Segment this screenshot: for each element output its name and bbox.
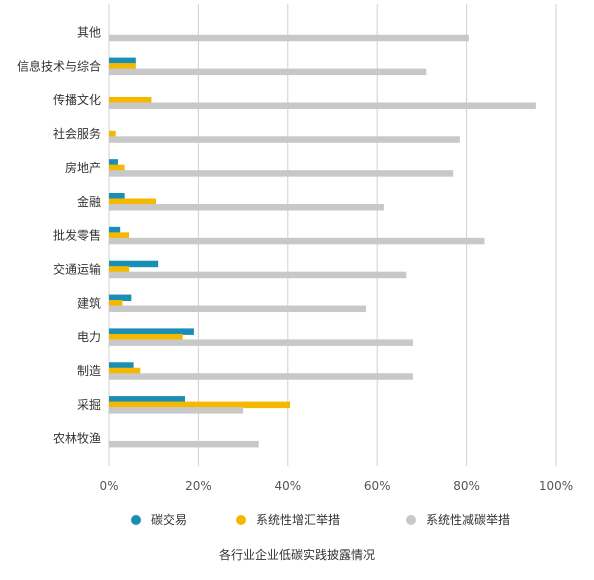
bar-3 <box>109 440 259 448</box>
bar-3 <box>109 271 407 279</box>
bar-3 <box>109 102 536 109</box>
category-label: 其他 <box>77 26 101 40</box>
category-label: 金融 <box>77 194 101 209</box>
x-tick-label: 40% <box>274 479 301 493</box>
category-label: 采掘 <box>77 397 101 412</box>
bar-1 <box>109 396 185 403</box>
bar-3 <box>109 68 427 76</box>
bar-2 <box>109 300 123 307</box>
bar-1 <box>109 193 125 200</box>
bar-3 <box>109 204 384 211</box>
bar-2 <box>109 333 183 341</box>
x-tick-label: 20% <box>185 479 212 493</box>
bar-3 <box>109 170 454 177</box>
legend-marker <box>406 515 416 525</box>
bar-1 <box>109 260 159 268</box>
bar-2 <box>109 401 291 409</box>
category-label: 批发零售 <box>53 228 101 243</box>
bar-2 <box>109 164 125 172</box>
bar-2 <box>109 198 156 205</box>
bar-2 <box>109 367 141 375</box>
x-tick-labels: 0% 20% 40% 60% 80% 100% <box>99 479 573 493</box>
bar-2 <box>109 96 152 104</box>
category-label: 电力 <box>77 330 101 344</box>
bar-3 <box>109 136 460 143</box>
bar-3 <box>109 373 413 380</box>
legend: 碳交易 系统性增汇举措 系统性减碳举措 <box>131 512 510 527</box>
chart-title: 各行业企业低碳实践披露情况 <box>219 547 375 562</box>
bar-2 <box>109 266 130 273</box>
bar-2 <box>109 232 130 239</box>
legend-label: 碳交易 <box>151 512 187 527</box>
category-label: 建筑 <box>77 295 101 310</box>
bar-1 <box>109 226 121 234</box>
legend-label: 系统性减碳举措 <box>426 513 510 527</box>
category-labels: 其他信息技术与综合传播文化社会服务房地产金融批发零售交通运输建筑电力制造采掘农林… <box>17 26 101 446</box>
legend-label: 系统性增汇举措 <box>256 513 340 527</box>
bar-3 <box>109 339 413 346</box>
bars <box>109 34 536 448</box>
bar-3 <box>109 237 485 245</box>
legend-marker <box>131 515 141 525</box>
category-label: 社会服务 <box>53 126 101 141</box>
bar-3 <box>109 34 469 42</box>
bar-1 <box>109 57 136 65</box>
bar-1 <box>109 328 194 335</box>
gridlines <box>108 4 557 466</box>
category-label: 房地产 <box>65 160 101 175</box>
x-tick-label: 80% <box>453 479 480 493</box>
x-tick-label: 0% <box>99 479 118 493</box>
x-tick-label: 60% <box>364 479 391 493</box>
bar-1 <box>109 159 118 166</box>
legend-marker <box>236 515 246 525</box>
bar-3 <box>109 305 367 313</box>
bar-2 <box>109 130 116 138</box>
category-label: 传播文化 <box>53 92 101 107</box>
category-label: 农林牧渔 <box>53 432 101 446</box>
x-tick-label: 100% <box>539 479 573 493</box>
bar-1 <box>109 294 132 302</box>
category-label: 制造 <box>77 364 101 378</box>
category-label: 信息技术与综合 <box>17 58 101 73</box>
bar-3 <box>109 407 244 414</box>
category-label: 交通运输 <box>53 261 101 276</box>
bar-1 <box>109 362 134 369</box>
bar-2 <box>109 63 136 70</box>
